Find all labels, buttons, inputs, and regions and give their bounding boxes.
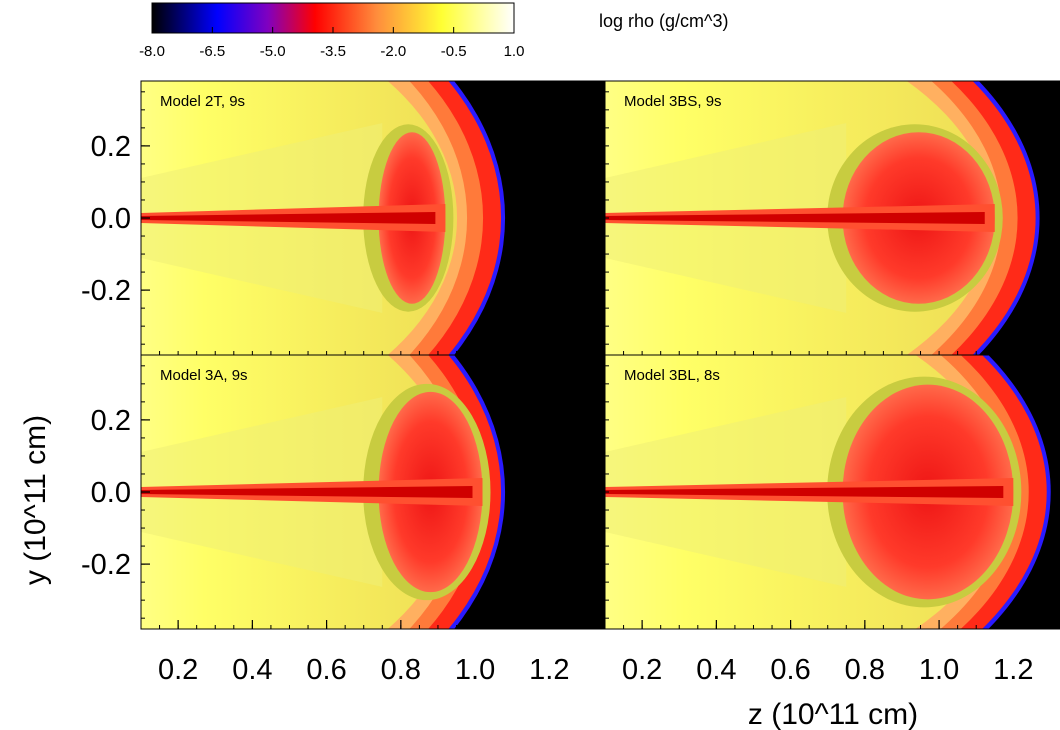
y-axis-title: y (10^11 cm) xyxy=(19,415,52,585)
jet-core xyxy=(141,212,436,224)
colorbar-tick-label: -0.5 xyxy=(441,43,467,60)
panel-label: Model 3BL, 8s xyxy=(624,367,720,384)
y-tick-label: 0.2 xyxy=(91,405,131,437)
panel-label: Model 3A, 9s xyxy=(160,367,248,384)
x-tick-label: 1.0 xyxy=(919,654,959,686)
colorbar-tick-label: -2.0 xyxy=(380,43,406,60)
y-tick-label: -0.2 xyxy=(81,549,131,581)
x-tick-label: 0.8 xyxy=(845,654,885,686)
jet-core xyxy=(605,212,985,224)
x-tick-label: 0.6 xyxy=(770,654,810,686)
x-tick-label: 0.2 xyxy=(158,654,198,686)
colorbar-ticks: -8.0 -6.5 -5.0 -3.5 -2.0 -0.5 1.0 xyxy=(139,27,524,60)
jet-core xyxy=(141,486,473,498)
colorbar-tick-label: -3.5 xyxy=(320,43,346,60)
x-tick-label: 0.4 xyxy=(696,654,736,686)
x-tick-label: 1.0 xyxy=(455,654,495,686)
colorbar-tick-label: 1.0 xyxy=(504,43,525,60)
x-tick-label: 1.2 xyxy=(529,654,569,686)
colorbar-tick-label: -8.0 xyxy=(139,43,165,60)
colorbar-title: log rho (g/cm^3) xyxy=(599,11,729,31)
colorbar-tick-label: -6.5 xyxy=(199,43,225,60)
colorbar-tick-label: -5.0 xyxy=(260,43,286,60)
x-tick-label: 0.4 xyxy=(232,654,272,686)
panel: Model 3A, 9s 0.2 0.0 -0.2 0.2 0.4 0.6 0.8 1.0 1.2 xyxy=(81,354,606,686)
panel: Model 2T, 9s 0.2 0.0 -0.2 xyxy=(81,80,606,356)
panel: Model 3BL, 8s 0.2 0.4 0.6 0.8 1.0 1.2 xyxy=(604,354,1060,686)
x-tick-label: 1.2 xyxy=(993,654,1033,686)
x-tick-label: 0.6 xyxy=(306,654,346,686)
x-tick-label: 0.2 xyxy=(622,654,662,686)
x-tick-label: 0.8 xyxy=(381,654,421,686)
panel-label: Model 2T, 9s xyxy=(160,93,245,110)
x-axis-title: z (10^11 cm) xyxy=(748,698,918,730)
panel: Model 3BS, 9s xyxy=(604,80,1060,356)
jet-core xyxy=(605,486,1004,498)
y-tick-label: 0.0 xyxy=(91,477,131,509)
y-tick-label: -0.2 xyxy=(81,275,131,307)
panel-label: Model 3BS, 9s xyxy=(624,93,722,110)
y-tick-label: 0.2 xyxy=(91,131,131,163)
colorbar: -8.0 -6.5 -5.0 -3.5 -2.0 -0.5 1.0 log rho (g/c… xyxy=(139,2,729,60)
y-tick-label: 0.0 xyxy=(91,203,131,235)
